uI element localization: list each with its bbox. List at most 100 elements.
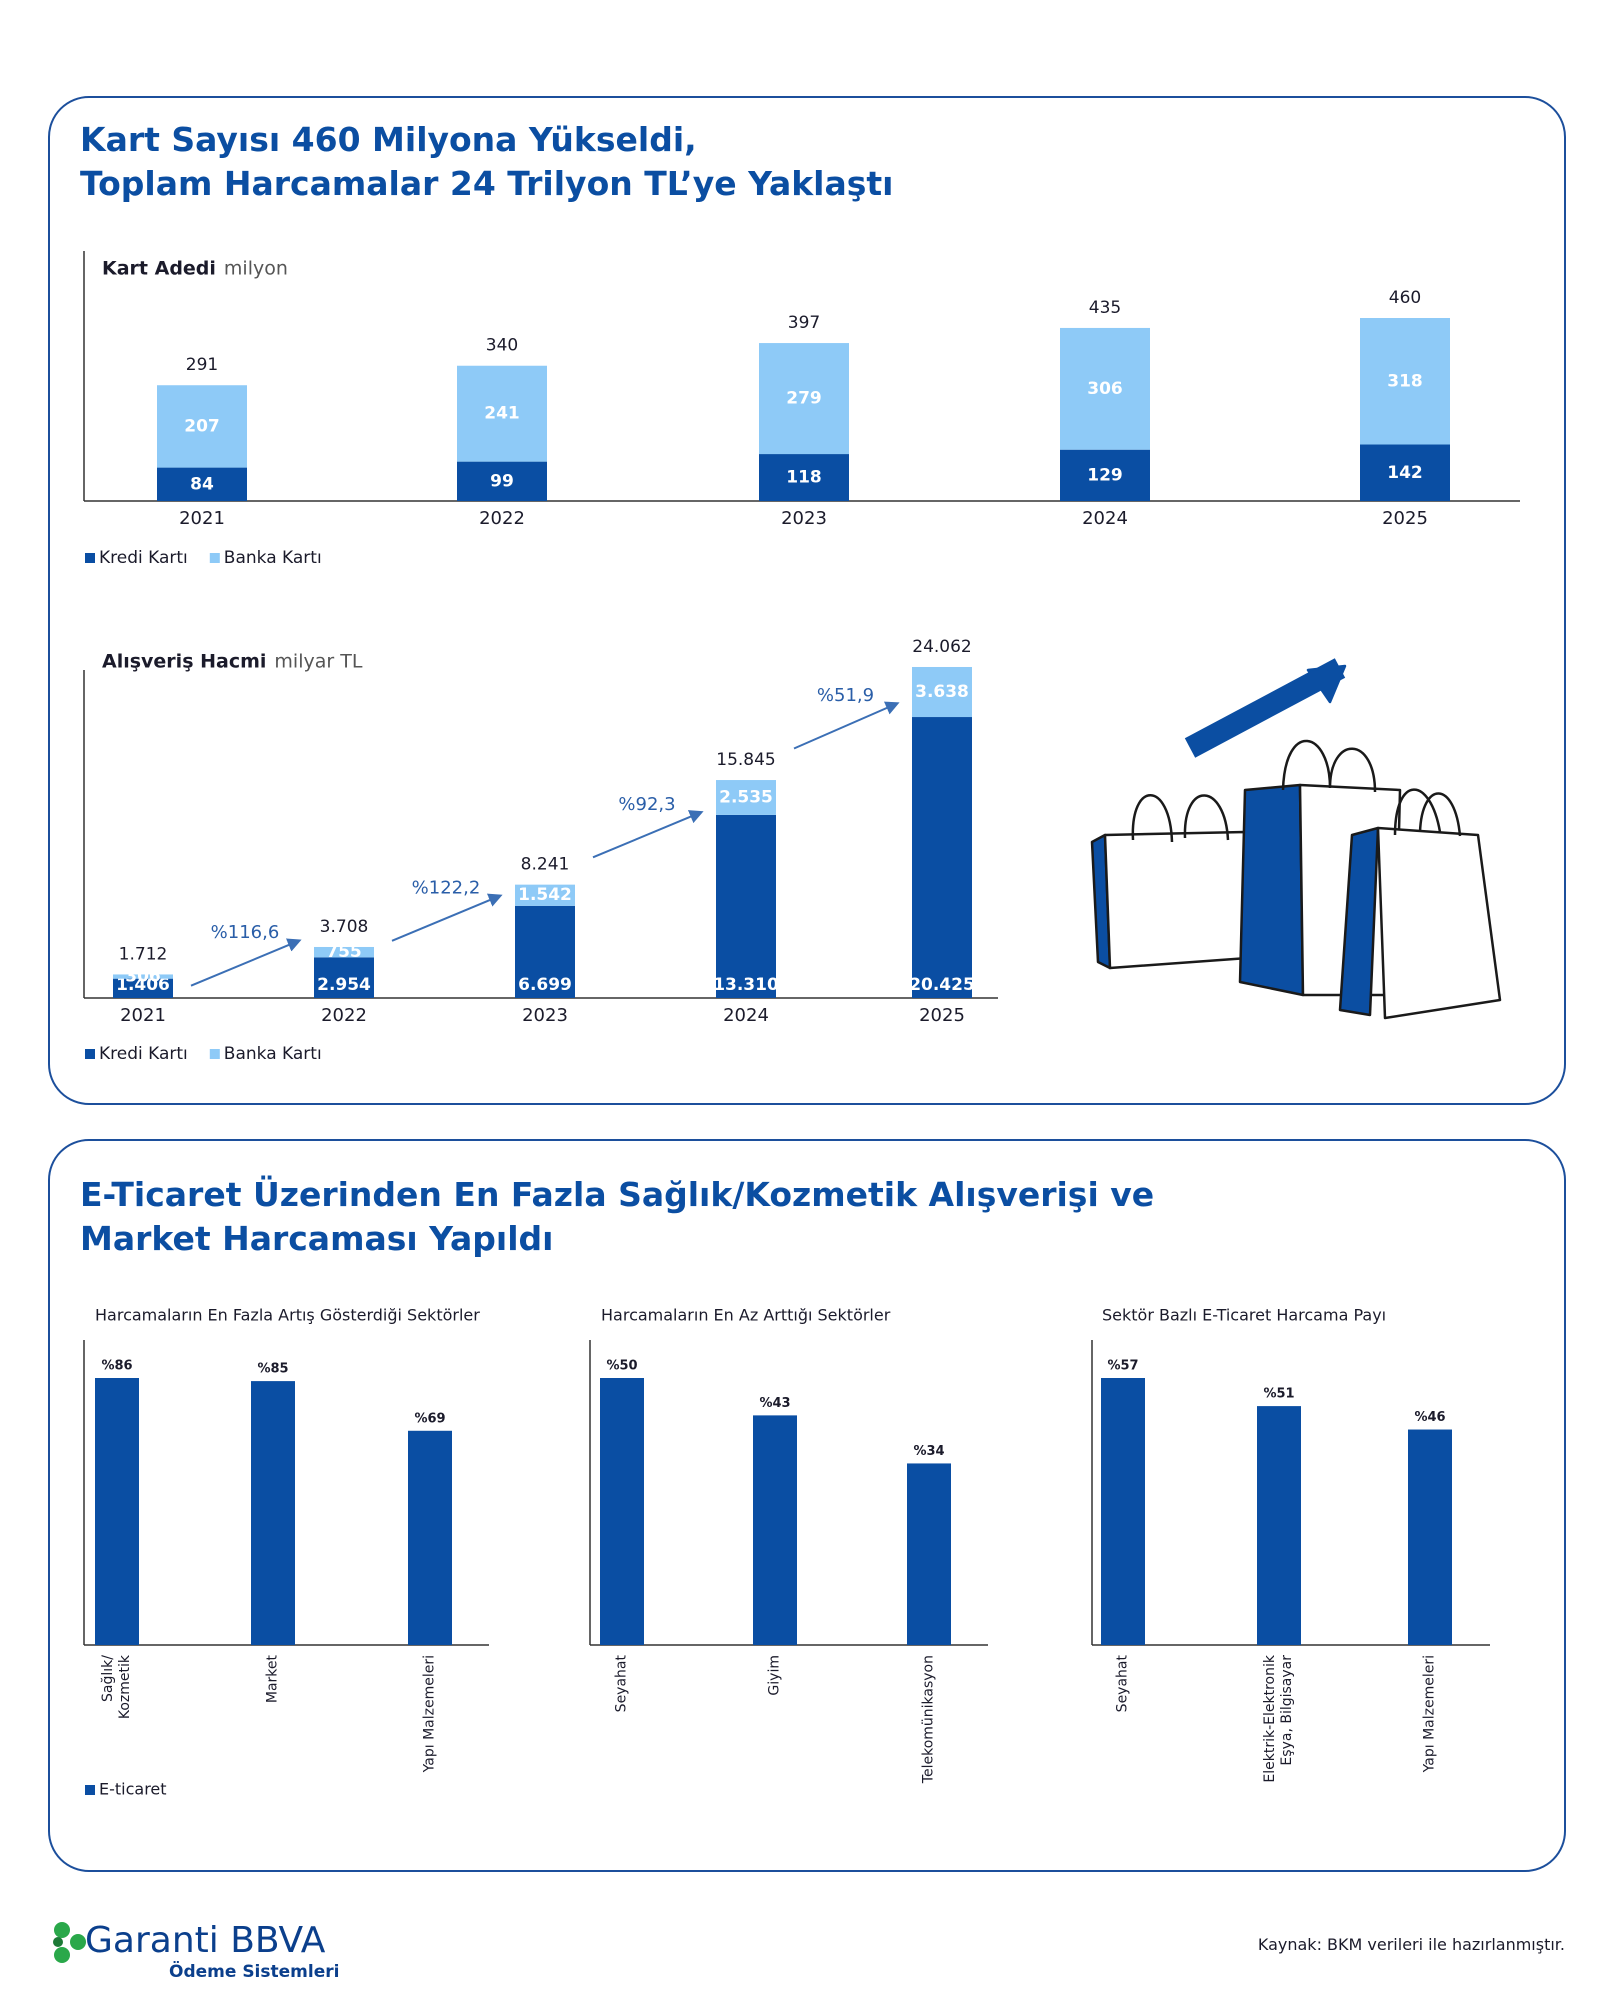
value-label: 118 xyxy=(786,468,822,488)
bar-segment xyxy=(1360,318,1450,445)
growth-label: %122,2 xyxy=(412,877,481,898)
growth-arrow xyxy=(391,893,503,942)
bar-segment xyxy=(912,666,972,718)
bar-segment xyxy=(912,717,972,998)
bar-segment xyxy=(113,978,173,998)
bar-segment xyxy=(1060,449,1150,501)
value-label: 1.542 xyxy=(518,885,572,905)
legend-label: E-ticaret xyxy=(99,1780,167,1799)
bar-segment xyxy=(113,974,173,979)
total-label: 15.845 xyxy=(716,750,775,770)
x-tick-label: 2021 xyxy=(120,1005,166,1026)
growth-arrow xyxy=(190,938,302,987)
legend-swatch xyxy=(209,1049,220,1059)
total-label: 397 xyxy=(788,313,820,333)
x-tick-label: Giyim xyxy=(766,1655,783,1696)
legend-label: Kredi Kartı xyxy=(99,1044,188,1064)
value-label: %69 xyxy=(414,1411,445,1426)
bar xyxy=(1408,1429,1452,1645)
bar-segment xyxy=(759,343,849,455)
bar xyxy=(753,1415,797,1645)
bar-segment xyxy=(716,780,776,815)
value-label: 3.638 xyxy=(915,682,969,702)
legend-swatch xyxy=(209,553,220,563)
value-label: 318 xyxy=(1387,371,1423,391)
legend-swatch xyxy=(85,1785,95,1795)
value-label: %50 xyxy=(606,1359,637,1374)
growth-label: %92,3 xyxy=(618,794,675,815)
legend-label: Banka Kartı xyxy=(224,1044,322,1064)
panel xyxy=(48,96,1566,1105)
panel xyxy=(48,1139,1566,1872)
bar-segment xyxy=(515,884,575,906)
panel-title: Kart Sayısı 460 Milyona Yükseldi, Toplam… xyxy=(80,120,894,203)
total-label: 3.708 xyxy=(320,917,369,937)
value-label: 13.310 xyxy=(713,975,779,995)
bar-segment xyxy=(1360,444,1450,501)
x-tick-label: 2025 xyxy=(1382,508,1428,529)
x-tick-label: Yapı Malzemeleri xyxy=(1421,1655,1438,1773)
value-label: 279 xyxy=(786,389,822,409)
x-tick-label: Yapı Malzemeleri xyxy=(421,1655,438,1773)
x-tick-label: Seyahat xyxy=(613,1655,630,1713)
bar-segment xyxy=(157,467,247,501)
chart-unit: milyar TL xyxy=(274,651,362,673)
bar-segment xyxy=(515,905,575,998)
x-tick-label: Seyahat xyxy=(1114,1655,1131,1713)
value-label: 99 xyxy=(490,471,514,491)
value-label: %85 xyxy=(257,1362,288,1377)
value-label: 306 xyxy=(1087,379,1123,399)
x-tick-label: Elektrik-Elektronik Eşya, Bilgisayar xyxy=(1262,1655,1295,1783)
value-label: %86 xyxy=(101,1359,132,1374)
total-label: 340 xyxy=(486,336,518,356)
value-label: 241 xyxy=(484,404,520,424)
value-label: %57 xyxy=(1107,1359,1138,1374)
value-label: 129 xyxy=(1087,465,1123,485)
total-label: 24.062 xyxy=(912,637,971,657)
bar-segment xyxy=(314,946,374,958)
value-label: 755 xyxy=(326,942,362,962)
bar-segment xyxy=(759,454,849,501)
x-tick-label: 2022 xyxy=(479,508,525,529)
x-tick-label: 2024 xyxy=(1082,508,1128,529)
source: Kaynak: BKM verileri ile hazırlanmıştır. xyxy=(1257,1935,1565,1954)
value-label: 20.425 xyxy=(909,975,975,995)
total-label: 460 xyxy=(1389,288,1421,308)
chart-title: Harcamaların En Az Arttığı Sektörler xyxy=(601,1306,891,1325)
bar xyxy=(251,1381,295,1645)
value-label: 2.954 xyxy=(317,975,371,995)
shopping-bags xyxy=(1090,658,1502,1020)
bar xyxy=(1257,1406,1301,1645)
bar-segment xyxy=(457,365,547,462)
bar-segment xyxy=(716,814,776,998)
bar xyxy=(1101,1378,1145,1645)
legend-swatch xyxy=(85,1049,95,1059)
value-label: %43 xyxy=(759,1396,790,1411)
x-tick-label: 2021 xyxy=(179,508,225,529)
x-tick-label: 2025 xyxy=(919,1005,965,1026)
bar xyxy=(600,1378,644,1645)
x-tick-label: 2022 xyxy=(321,1005,367,1026)
chart-title: Harcamaların En Fazla Artış Gösterdiği S… xyxy=(95,1306,480,1325)
bar-segment xyxy=(157,385,247,468)
total-label: 1.712 xyxy=(119,944,168,964)
chart-title: Sektör Bazlı E-Ticaret Harcama Payı xyxy=(1102,1306,1386,1325)
growth-arrow xyxy=(592,810,704,859)
total-label: 435 xyxy=(1089,298,1121,318)
x-tick-label: 2023 xyxy=(781,508,827,529)
panel-title: E-Ticaret Üzerinden En Fazla Sağlık/Kozm… xyxy=(80,1175,1155,1258)
x-tick-label: Sağlık/ Kozmetik xyxy=(100,1655,133,1720)
bar-segment xyxy=(314,957,374,998)
x-tick-label: 2023 xyxy=(522,1005,568,1026)
subbrand: Ödeme Sistemleri xyxy=(169,1962,340,1982)
bar-segment xyxy=(1060,327,1150,450)
chart-title: Kart Adedi xyxy=(102,258,216,280)
chart-title: Alışveriş Hacmi xyxy=(102,651,266,673)
chart-unit: milyon xyxy=(224,258,288,280)
bar xyxy=(408,1430,452,1645)
value-label: 6.699 xyxy=(518,975,572,995)
value-label: %51 xyxy=(1263,1387,1294,1402)
x-tick-label: Market xyxy=(264,1655,281,1704)
